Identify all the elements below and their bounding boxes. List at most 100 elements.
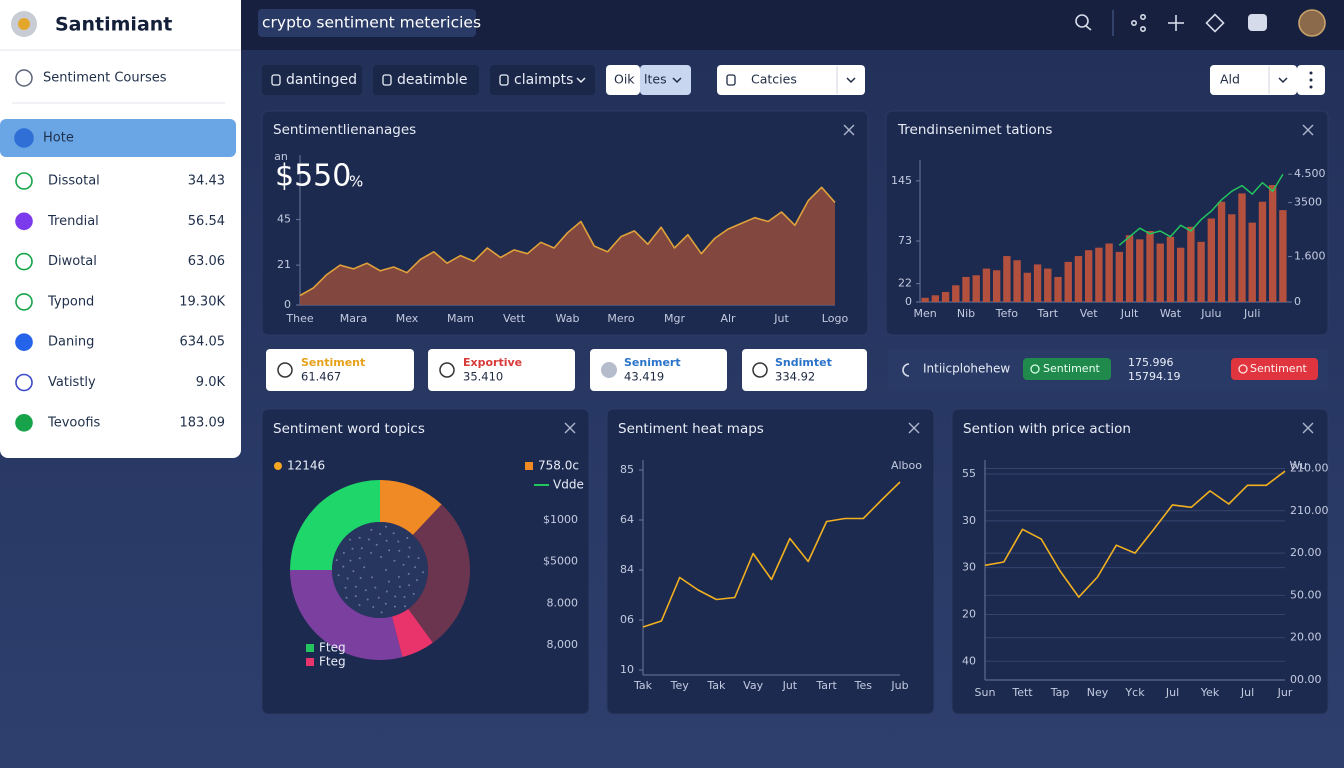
map-dot	[397, 540, 400, 543]
nav-item[interactable]: Diwotal 63.06	[15, 252, 225, 271]
filter-label: claimpts	[514, 72, 573, 88]
nav-item[interactable]: Tevoofis 183.09	[15, 413, 225, 432]
share-icon[interactable]	[1131, 19, 1138, 26]
close-button[interactable]	[1302, 422, 1314, 434]
card-label: Sndimtet	[775, 356, 832, 369]
card-icon	[439, 362, 455, 378]
donut-segment	[290, 480, 380, 570]
y-tick-label: 50.00	[1290, 588, 1322, 601]
caret	[846, 77, 856, 84]
nav-item[interactable]: Typond 19.30K	[15, 293, 225, 311]
filter-bg	[717, 65, 865, 95]
filter-button[interactable]: ltes	[640, 65, 691, 95]
legend-label: 758.0c	[538, 459, 579, 473]
map-dot	[414, 566, 416, 569]
map-dot	[416, 579, 418, 582]
close-button[interactable]	[843, 124, 855, 136]
y-tick-label: 45	[277, 213, 291, 226]
nav-item[interactable]: Hote	[0, 119, 236, 157]
close-stroke	[564, 422, 576, 434]
filter-button[interactable]: deatimble	[373, 65, 479, 95]
app-icon[interactable]	[1248, 14, 1267, 31]
badge-icon	[1030, 364, 1040, 374]
map-dot	[370, 551, 373, 554]
x-tick-label: Vett	[503, 312, 526, 325]
map-dot	[384, 602, 387, 605]
diamond-icon[interactable]	[1205, 13, 1225, 33]
stat-card[interactable]	[590, 349, 727, 391]
map-dot	[370, 576, 373, 579]
map-dot	[370, 528, 373, 531]
side-label: $1000	[543, 513, 578, 526]
x-tick-label: Tart	[815, 679, 837, 692]
x-tick-label: Ney	[1087, 686, 1109, 699]
stat-card[interactable]	[742, 349, 867, 391]
nav-icon	[15, 413, 33, 432]
y-tick-label: 30	[962, 514, 976, 527]
map-dot	[407, 555, 410, 558]
badge-positive[interactable]	[1023, 358, 1111, 380]
bar	[941, 291, 950, 302]
status-bar: Intiicplohehew Sentiment 175.996 15794.1…	[888, 349, 1328, 391]
map-dot	[358, 536, 361, 539]
map-dot	[397, 575, 400, 578]
map-dot	[363, 566, 366, 569]
filter-button[interactable]: claimpts	[490, 65, 595, 95]
panel	[951, 408, 1329, 715]
card-icon	[277, 362, 293, 378]
badge-negative[interactable]	[1231, 358, 1318, 380]
bar	[1156, 243, 1164, 302]
bar	[1003, 256, 1011, 302]
status-icon	[902, 363, 910, 377]
bar	[1217, 201, 1226, 302]
x-tick-label: Tey	[670, 679, 690, 692]
x-tick-label: Yck	[1124, 686, 1145, 699]
map-dot	[388, 549, 391, 552]
map-dot	[407, 572, 410, 575]
close-button[interactable]	[908, 422, 920, 434]
map-dot	[403, 596, 406, 598]
x-tick-label: Tap	[1050, 686, 1070, 699]
bar	[1268, 185, 1277, 302]
stat-card[interactable]	[428, 349, 575, 391]
nav-item[interactable]: Dissotal 34.43	[15, 172, 225, 190]
trend-line	[1118, 173, 1284, 246]
stat-card[interactable]	[266, 349, 414, 391]
map-dot	[345, 596, 348, 599]
nav-icon	[15, 293, 33, 311]
bar	[962, 276, 970, 302]
filter-button[interactable]: Ald	[1210, 65, 1297, 95]
search-box[interactable]	[258, 9, 476, 37]
x-tick-label: Thee	[285, 312, 313, 325]
filter-button[interactable]: Catcies	[717, 65, 865, 95]
bar	[1074, 256, 1083, 302]
map-dot	[364, 589, 367, 592]
close-button[interactable]	[1302, 124, 1314, 136]
donut-hole	[332, 522, 428, 618]
map-dot	[349, 538, 351, 541]
x-tick-label: Jub	[890, 679, 908, 692]
card-icon	[601, 362, 617, 378]
close-button[interactable]	[564, 422, 576, 434]
map-dot	[354, 595, 357, 598]
nav-item[interactable]: Trendial 56.54	[15, 212, 225, 231]
x-tick-label: Jut	[773, 312, 789, 325]
nav-icon	[15, 373, 33, 392]
x-tick-label: Nib	[957, 307, 975, 320]
nav-item[interactable]: Vatistly 9.0K	[15, 373, 225, 392]
nav-item[interactable]: Daning 634.05	[15, 333, 225, 352]
map-dot	[359, 577, 362, 579]
panel-title: Sentimentlienanages	[273, 122, 416, 138]
filter-button[interactable]: dantinged	[262, 65, 362, 95]
map-dot	[412, 592, 415, 595]
filter-button[interactable]: Oik	[606, 65, 640, 95]
filter-bg	[373, 65, 479, 95]
panels	[261, 110, 1329, 715]
avatar[interactable]	[1298, 9, 1326, 37]
x-tick-label: Jul	[1165, 686, 1179, 699]
x-tick-label: Logo	[822, 312, 849, 325]
search-icon[interactable]	[1075, 14, 1089, 28]
filter-label: ltes	[644, 72, 667, 87]
side-label: 8,000	[547, 638, 579, 651]
map-dot	[352, 570, 355, 573]
